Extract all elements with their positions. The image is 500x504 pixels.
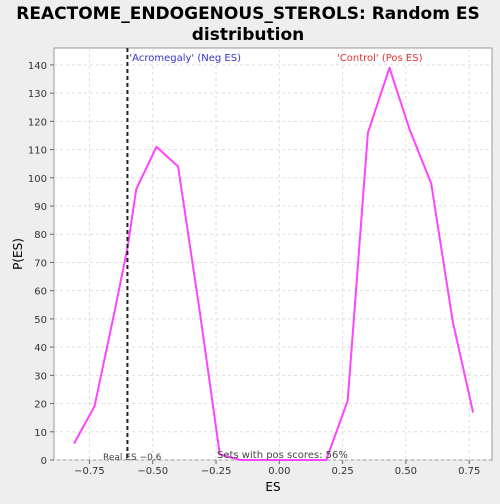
- data-point: [430, 182, 433, 185]
- y-axis-label: P(ES): [11, 238, 25, 270]
- y-tick-label: 60: [34, 287, 47, 298]
- pos-scores-footnote: Sets with pos scores: 56%: [217, 450, 348, 461]
- axes: 0 10 20 30 40 50 60 70 80 90 100 110 120 130 140 −0.75 −…: [28, 61, 480, 477]
- chart-title-line2: distribution: [192, 25, 304, 45]
- x-tick-label: 0.75: [458, 466, 480, 477]
- data-point: [135, 188, 138, 190]
- y-tick-label: 90: [34, 202, 47, 213]
- data-point: [325, 459, 327, 461]
- y-tick-label: 80: [34, 230, 47, 241]
- pos-es-label: 'Control' (Pos ES): [337, 53, 423, 64]
- y-tick-label: 40: [34, 343, 47, 354]
- data-point: [408, 129, 411, 131]
- series-layer: [73, 66, 474, 461]
- y-tick-label: 10: [34, 428, 47, 439]
- x-tick-label: 0.50: [395, 466, 417, 477]
- data-point: [303, 459, 306, 461]
- data-point: [219, 453, 221, 456]
- y-tick-label: 120: [28, 117, 47, 128]
- data-point: [282, 459, 284, 461]
- real-es-label: Real ES −0.6: [103, 453, 162, 463]
- y-tick-label: 0: [41, 456, 47, 467]
- y-tick-label: 110: [28, 146, 47, 157]
- y-tick-label: 30: [34, 371, 47, 382]
- data-point: [367, 131, 369, 134]
- data-point: [239, 459, 241, 461]
- neg-es-label: 'Acromegaly' (Neg ES): [129, 53, 241, 64]
- x-tick-label: −0.25: [201, 466, 232, 477]
- data-point: [155, 145, 158, 148]
- y-tick-label: 100: [28, 174, 47, 185]
- grid-lines: [54, 48, 492, 461]
- x-tick-label: 0.00: [268, 466, 290, 477]
- data-point: [93, 405, 96, 408]
- data-point: [198, 309, 201, 312]
- annotations: 'Acromegaly' (Neg ES) 'Control' (Pos ES) R…: [103, 48, 423, 463]
- data-point: [113, 309, 116, 312]
- chart-title-line1: REACTOME_ENDOGENOUS_STEROLS: Random ES: [16, 4, 479, 24]
- data-point: [472, 411, 474, 413]
- x-axis-label: ES: [265, 480, 280, 494]
- y-tick-label: 70: [34, 258, 47, 269]
- data-point: [260, 459, 263, 461]
- x-tick-label: −0.75: [74, 466, 105, 477]
- data-point: [346, 399, 349, 402]
- y-tick-label: 50: [34, 315, 47, 326]
- data-point: [73, 442, 76, 444]
- y-tick-label: 140: [28, 61, 47, 72]
- plot-area: [53, 47, 493, 461]
- data-point: [388, 66, 391, 69]
- data-point: [451, 320, 454, 323]
- data-point: [177, 165, 179, 168]
- y-tick-label: 130: [28, 89, 47, 100]
- x-tick-label: −0.50: [137, 466, 168, 477]
- x-tick-label: 0.25: [331, 466, 353, 477]
- y-tick-label: 20: [34, 400, 47, 411]
